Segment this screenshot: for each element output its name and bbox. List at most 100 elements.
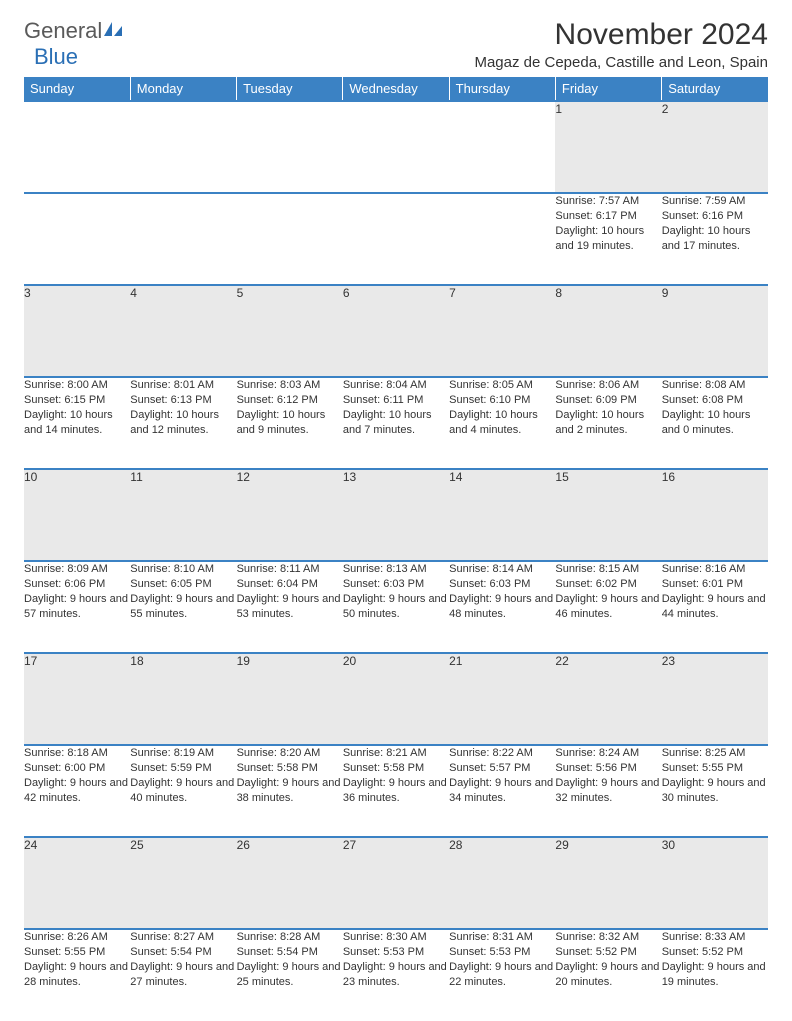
day-detail-cell xyxy=(343,193,449,285)
day-number-cell: 6 xyxy=(343,285,449,377)
day-number-cell: 24 xyxy=(24,837,130,929)
sunset-line: Sunset: 5:56 PM xyxy=(555,761,661,776)
day-number-cell: 17 xyxy=(24,653,130,745)
sunrise-line: Sunrise: 8:27 AM xyxy=(130,930,236,945)
sunset-line: Sunset: 5:54 PM xyxy=(130,945,236,960)
sunrise-line: Sunrise: 8:10 AM xyxy=(130,562,236,577)
daylight-line: Daylight: 10 hours and 2 minutes. xyxy=(555,408,661,438)
day-number-cell: 13 xyxy=(343,469,449,561)
sunset-line: Sunset: 6:10 PM xyxy=(449,393,555,408)
day-detail-cell: Sunrise: 8:26 AMSunset: 5:55 PMDaylight:… xyxy=(24,929,130,1021)
day-detail-cell: Sunrise: 8:20 AMSunset: 5:58 PMDaylight:… xyxy=(237,745,343,837)
day-header: Tuesday xyxy=(237,77,343,101)
day-detail-cell: Sunrise: 8:14 AMSunset: 6:03 PMDaylight:… xyxy=(449,561,555,653)
sunset-line: Sunset: 6:04 PM xyxy=(237,577,343,592)
day-number-cell: 21 xyxy=(449,653,555,745)
sunrise-line: Sunrise: 8:32 AM xyxy=(555,930,661,945)
sunset-line: Sunset: 5:55 PM xyxy=(662,761,768,776)
sunset-line: Sunset: 5:52 PM xyxy=(662,945,768,960)
day-detail-cell: Sunrise: 8:09 AMSunset: 6:06 PMDaylight:… xyxy=(24,561,130,653)
day-detail-cell: Sunrise: 8:01 AMSunset: 6:13 PMDaylight:… xyxy=(130,377,236,469)
day-detail-cell xyxy=(24,193,130,285)
day-number-cell: 20 xyxy=(343,653,449,745)
sunrise-line: Sunrise: 8:19 AM xyxy=(130,746,236,761)
daylight-line: Daylight: 10 hours and 14 minutes. xyxy=(24,408,130,438)
daylight-line: Daylight: 10 hours and 17 minutes. xyxy=(662,224,768,254)
day-detail-cell: Sunrise: 8:25 AMSunset: 5:55 PMDaylight:… xyxy=(662,745,768,837)
sunset-line: Sunset: 6:03 PM xyxy=(449,577,555,592)
sunset-line: Sunset: 6:05 PM xyxy=(130,577,236,592)
day-number-cell xyxy=(24,101,130,193)
sunrise-line: Sunrise: 8:13 AM xyxy=(343,562,449,577)
sunset-line: Sunset: 6:09 PM xyxy=(555,393,661,408)
daylight-line: Daylight: 10 hours and 4 minutes. xyxy=(449,408,555,438)
sunrise-line: Sunrise: 7:59 AM xyxy=(662,194,768,209)
day-detail-cell: Sunrise: 8:03 AMSunset: 6:12 PMDaylight:… xyxy=(237,377,343,469)
day-number-cell: 5 xyxy=(237,285,343,377)
daylight-line: Daylight: 10 hours and 12 minutes. xyxy=(130,408,236,438)
detail-row: Sunrise: 8:09 AMSunset: 6:06 PMDaylight:… xyxy=(24,561,768,653)
day-number-cell: 14 xyxy=(449,469,555,561)
sunset-line: Sunset: 6:11 PM xyxy=(343,393,449,408)
sunrise-line: Sunrise: 8:31 AM xyxy=(449,930,555,945)
day-number-cell: 23 xyxy=(662,653,768,745)
daylight-line: Daylight: 9 hours and 34 minutes. xyxy=(449,776,555,806)
detail-row: Sunrise: 8:00 AMSunset: 6:15 PMDaylight:… xyxy=(24,377,768,469)
logo: General Blue xyxy=(24,18,124,70)
sunrise-line: Sunrise: 8:20 AM xyxy=(237,746,343,761)
daylight-line: Daylight: 9 hours and 38 minutes. xyxy=(237,776,343,806)
day-header: Monday xyxy=(130,77,236,101)
daynum-row: 12 xyxy=(24,101,768,193)
day-detail-cell: Sunrise: 8:28 AMSunset: 5:54 PMDaylight:… xyxy=(237,929,343,1021)
day-detail-cell: Sunrise: 8:32 AMSunset: 5:52 PMDaylight:… xyxy=(555,929,661,1021)
sunrise-line: Sunrise: 8:33 AM xyxy=(662,930,768,945)
day-number-cell xyxy=(449,101,555,193)
daylight-line: Daylight: 9 hours and 28 minutes. xyxy=(24,960,130,990)
day-number-cell: 2 xyxy=(662,101,768,193)
sunset-line: Sunset: 6:15 PM xyxy=(24,393,130,408)
daylight-line: Daylight: 9 hours and 53 minutes. xyxy=(237,592,343,622)
day-number-cell: 28 xyxy=(449,837,555,929)
sunset-line: Sunset: 6:02 PM xyxy=(555,577,661,592)
day-number-cell: 25 xyxy=(130,837,236,929)
daylight-line: Daylight: 9 hours and 19 minutes. xyxy=(662,960,768,990)
sunset-line: Sunset: 6:12 PM xyxy=(237,393,343,408)
day-detail-cell xyxy=(449,193,555,285)
month-title: November 2024 xyxy=(474,18,768,52)
sunrise-line: Sunrise: 8:26 AM xyxy=(24,930,130,945)
calendar-table: Sunday Monday Tuesday Wednesday Thursday… xyxy=(24,77,768,1021)
sunrise-line: Sunrise: 8:25 AM xyxy=(662,746,768,761)
sunset-line: Sunset: 5:58 PM xyxy=(343,761,449,776)
daylight-line: Daylight: 9 hours and 42 minutes. xyxy=(24,776,130,806)
day-header: Friday xyxy=(555,77,661,101)
detail-row: Sunrise: 8:26 AMSunset: 5:55 PMDaylight:… xyxy=(24,929,768,1021)
daynum-row: 17181920212223 xyxy=(24,653,768,745)
logo-sail-icon xyxy=(102,20,124,43)
sunrise-line: Sunrise: 8:30 AM xyxy=(343,930,449,945)
day-detail-cell: Sunrise: 7:59 AMSunset: 6:16 PMDaylight:… xyxy=(662,193,768,285)
daynum-row: 10111213141516 xyxy=(24,469,768,561)
header: General Blue November 2024 Magaz de Cepe… xyxy=(24,18,768,71)
daylight-line: Daylight: 9 hours and 44 minutes. xyxy=(662,592,768,622)
title-block: November 2024 Magaz de Cepeda, Castille … xyxy=(474,18,768,71)
sunrise-line: Sunrise: 8:01 AM xyxy=(130,378,236,393)
sunrise-line: Sunrise: 8:28 AM xyxy=(237,930,343,945)
daylight-line: Daylight: 9 hours and 36 minutes. xyxy=(343,776,449,806)
sunset-line: Sunset: 5:57 PM xyxy=(449,761,555,776)
day-number-cell: 26 xyxy=(237,837,343,929)
sunrise-line: Sunrise: 8:16 AM xyxy=(662,562,768,577)
daylight-line: Daylight: 10 hours and 9 minutes. xyxy=(237,408,343,438)
day-header: Thursday xyxy=(449,77,555,101)
detail-row: Sunrise: 7:57 AMSunset: 6:17 PMDaylight:… xyxy=(24,193,768,285)
sunrise-line: Sunrise: 8:04 AM xyxy=(343,378,449,393)
day-detail-cell: Sunrise: 8:18 AMSunset: 6:00 PMDaylight:… xyxy=(24,745,130,837)
day-header: Wednesday xyxy=(343,77,449,101)
daynum-row: 24252627282930 xyxy=(24,837,768,929)
day-number-cell: 4 xyxy=(130,285,236,377)
sunrise-line: Sunrise: 8:14 AM xyxy=(449,562,555,577)
detail-row: Sunrise: 8:18 AMSunset: 6:00 PMDaylight:… xyxy=(24,745,768,837)
sunrise-line: Sunrise: 8:24 AM xyxy=(555,746,661,761)
sunset-line: Sunset: 5:52 PM xyxy=(555,945,661,960)
day-detail-cell: Sunrise: 8:19 AMSunset: 5:59 PMDaylight:… xyxy=(130,745,236,837)
sunrise-line: Sunrise: 8:11 AM xyxy=(237,562,343,577)
